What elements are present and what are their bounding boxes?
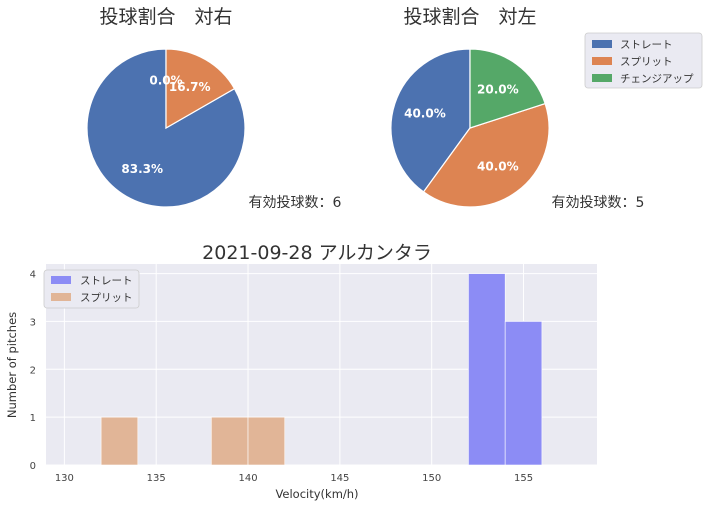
histogram-bar-split — [211, 416, 249, 466]
y-tick-label: 4 — [30, 270, 36, 281]
pie-left-label-straight: 40.0% — [404, 106, 446, 120]
histogram-bar-split — [247, 416, 286, 466]
pie-left-slice-straight — [390, 48, 471, 193]
histogram-title: 2021-09-28 アルカンタラ — [202, 242, 432, 264]
legend-label-straight: ストレート — [620, 39, 673, 51]
histogram-bar-straight — [468, 273, 506, 466]
x-tick-label: 130 — [55, 473, 74, 484]
pie-right-label-changeup: 0.0% — [149, 74, 182, 88]
pie-legend: ストレート スプリット チェンジアップ — [584, 32, 703, 89]
pie-right-label-split: 16.7% — [169, 80, 211, 94]
legend-label-split: スプリット — [620, 56, 673, 68]
pie-right-count: 有効投球数：6 — [249, 195, 342, 211]
y-tick-label: 1 — [30, 413, 36, 424]
legend-label-changeup: チェンジアップ — [620, 73, 694, 85]
pie-left-slice-changeup — [469, 48, 546, 129]
velocity-histogram: 2021-09-28 アルカンタラ 130 135 140 145 150 155 0 1 2 3… — [5, 242, 597, 501]
legend-swatch-changeup — [592, 74, 612, 82]
pie-left-label-changeup: 20.0% — [477, 83, 519, 97]
pie-chart-left: 投球割合 対左 40.0% 40.0% 20.0% 有効投球数：5 — [390, 6, 645, 211]
pie-chart-right: 投球割合 対右 83.3% 16.7%0.0% 有効投球数：6 — [86, 6, 342, 211]
x-tick-label: 155 — [514, 473, 533, 484]
y-tick-label: 2 — [30, 365, 36, 376]
histogram-legend-label-split: スプリット — [80, 292, 133, 304]
y-tick-label: 3 — [30, 317, 36, 328]
legend-swatch-split — [592, 57, 612, 65]
x-tick-label: 145 — [330, 473, 349, 484]
histogram-bar-split — [100, 416, 139, 466]
x-tick-label: 140 — [238, 473, 257, 484]
y-axis-label: Number of pitches — [5, 312, 19, 418]
pie-left-count: 有効投球数：5 — [552, 195, 645, 211]
legend-box — [584, 32, 703, 89]
legend-swatch-straight — [592, 40, 612, 48]
histogram-legend: ストレート スプリット — [43, 269, 140, 309]
histogram-legend-label-straight: ストレート — [80, 275, 133, 287]
x-tick-label: 150 — [422, 473, 441, 484]
histogram-legend-swatch-split — [51, 293, 71, 301]
pie-right-label-straight: 83.3% — [121, 162, 163, 176]
histogram-legend-swatch-straight — [51, 276, 71, 284]
pie-left-title: 投球割合 対左 — [403, 6, 536, 28]
pie-left-slice-split — [422, 102, 550, 208]
y-tick-label: 0 — [30, 461, 36, 472]
x-tick-label: 135 — [147, 473, 166, 484]
histogram-bar-straight — [504, 321, 543, 466]
pie-right-slice-split — [165, 48, 236, 130]
pie-right-title: 投球割合 対右 — [99, 6, 232, 28]
x-axis-label: Velocity(km/h) — [275, 487, 358, 501]
pie-left-label-split: 40.0% — [477, 159, 519, 173]
